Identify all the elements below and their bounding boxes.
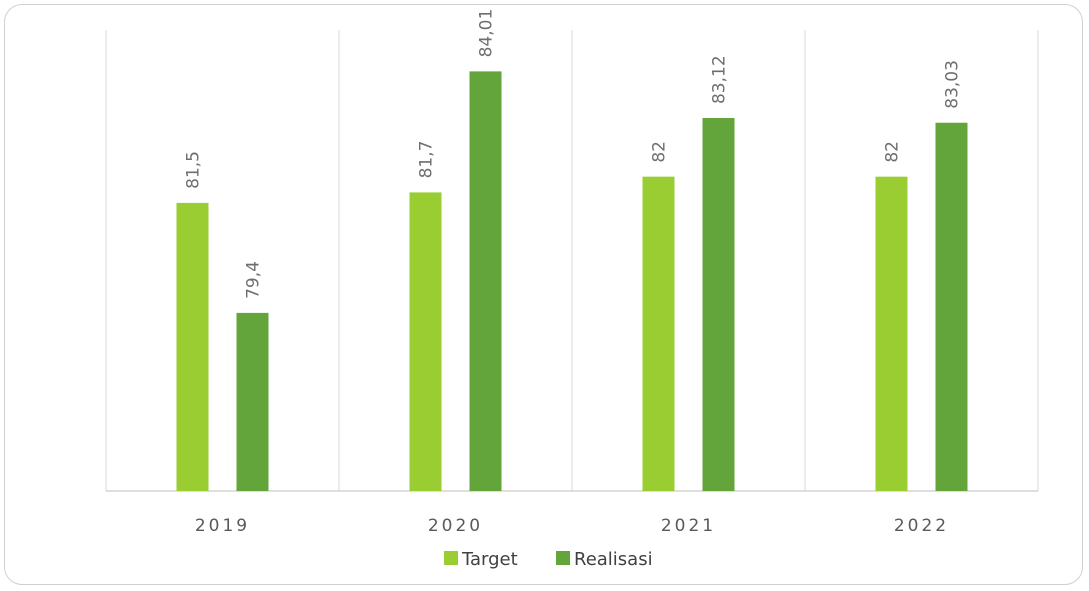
bar-realisasi-2019 bbox=[236, 312, 269, 491]
data-label-realisasi-2019: 79,4 bbox=[244, 261, 264, 299]
bar-realisasi-2020 bbox=[469, 71, 502, 491]
data-label-realisasi-2022: 83,03 bbox=[943, 60, 963, 109]
data-label-target-2019: 81,5 bbox=[184, 151, 204, 189]
x-axis-ticks-layer: 2019 2020 2021 2022 bbox=[195, 516, 949, 536]
bar-target-2020 bbox=[409, 192, 442, 492]
bar-target-2019 bbox=[176, 202, 209, 491]
x-tick-label-2021: 2021 bbox=[661, 516, 716, 536]
x-tick-label-2022: 2022 bbox=[894, 516, 949, 536]
x-tick-label-2020: 2020 bbox=[428, 516, 483, 536]
legend-label-target: Target bbox=[461, 549, 518, 570]
legend-swatch-realisasi bbox=[556, 551, 570, 565]
legend: Target Realisasi bbox=[444, 549, 653, 570]
data-label-target-2021: 82 bbox=[650, 141, 670, 163]
legend-swatch-target bbox=[444, 551, 458, 565]
data-label-target-2022: 82 bbox=[883, 141, 903, 163]
bar-target-2022 bbox=[875, 176, 908, 491]
x-tick-label-2019: 2019 bbox=[195, 516, 250, 536]
bar-realisasi-2022 bbox=[935, 122, 968, 491]
data-label-target-2020: 81,7 bbox=[417, 141, 437, 179]
data-labels-layer: 81,5 79,4 81,7 84,01 82 83,12 82 83,03 bbox=[184, 9, 963, 299]
bar-target-2021 bbox=[642, 176, 675, 491]
bar-realisasi-2021 bbox=[702, 118, 735, 491]
data-label-realisasi-2021: 83,12 bbox=[710, 55, 730, 104]
legend-label-realisasi: Realisasi bbox=[574, 549, 653, 570]
data-label-realisasi-2020: 84,01 bbox=[477, 9, 497, 58]
bars-layer bbox=[176, 71, 968, 492]
